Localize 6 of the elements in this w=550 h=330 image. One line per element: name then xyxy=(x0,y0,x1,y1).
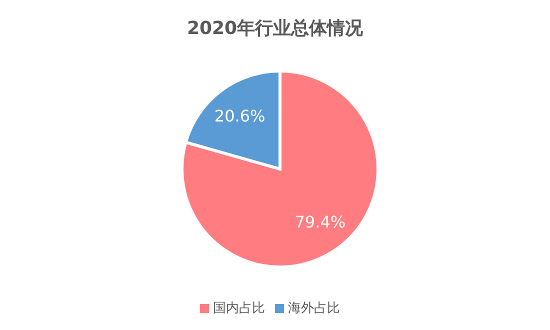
data-label: 79.4% xyxy=(294,212,346,232)
chart-title: 2020年行业总体情况 xyxy=(186,17,364,41)
legend-label: 海外占比 xyxy=(288,301,340,316)
legend-label: 国内占比 xyxy=(213,301,265,316)
pie-slice xyxy=(180,70,380,268)
data-label: 20.6% xyxy=(214,106,266,126)
